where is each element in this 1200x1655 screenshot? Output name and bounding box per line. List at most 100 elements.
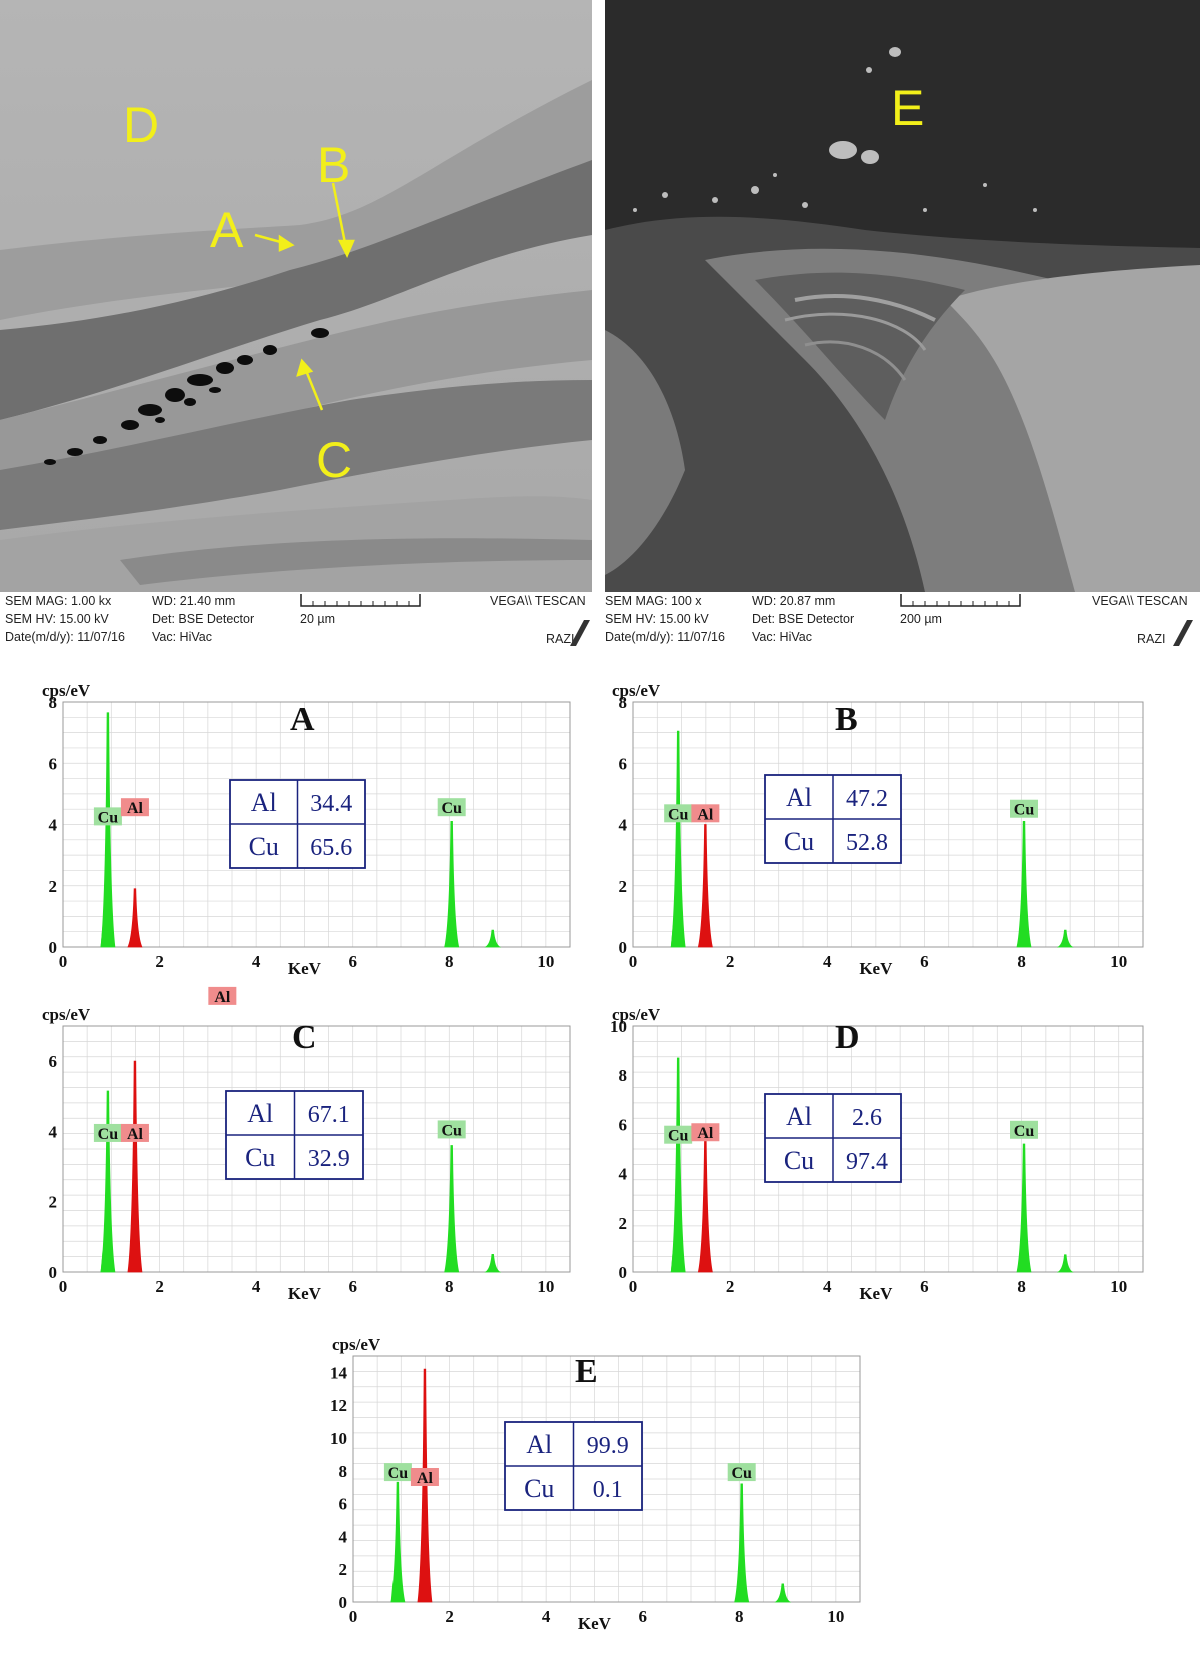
peak-cu [444,1145,460,1273]
y-tick-label: 10 [610,1017,627,1036]
eds-spectrum-d: 0 2 4 6 8 10 0 2 4 6 8 10 KeV cps/eV Cu Al Cu D Al 2.6 Cu 97.… [605,1002,1150,1320]
peak-cu [1056,1254,1074,1273]
table-value: 47.2 [846,786,888,812]
peak-al [697,1137,713,1273]
x-axis-label: KeV [288,1284,322,1303]
peak-cu-shoulder [100,924,105,947]
peak-label-text: Al [417,1470,434,1487]
peak-label-cu: Cu [93,807,122,826]
peak-label-cu: Cu [437,1120,466,1139]
peak-label-box [437,798,466,817]
peak-label-text: Al [127,1126,144,1143]
plot-frame [352,1355,861,1603]
peak-cu [1016,1143,1032,1273]
peak-label-al: Al [208,986,237,1006]
peak-cu-shoulder [390,1579,395,1602]
table-value: 67.1 [308,1102,350,1128]
scale-bar-label: 200 µm [900,612,942,626]
peak-al [697,824,713,948]
sem-info-bar-right: SEM MAG: 100 x SEM HV: 15.00 kV Date(m/d… [605,592,1200,655]
plot-frame [62,1025,571,1273]
x-tick-label: 6 [638,1607,647,1626]
table-element: Cu [524,1474,554,1503]
x-axis-label: KeV [859,1284,893,1303]
y-axis-label: cps/eV [612,1005,661,1024]
peak-cu-shoulder [670,924,675,947]
x-axis-label: KeV [859,959,893,978]
sem-mag: SEM MAG: 1.00 kx [5,594,112,608]
y-tick-label: 2 [49,1193,58,1212]
peak-cu [1016,821,1032,948]
peak-label-box [383,1463,412,1482]
x-tick-label: 2 [726,952,735,971]
peak-label-cu: Cu [1010,1120,1038,1140]
x-tick-label: 8 [445,1277,454,1296]
peak-label-text: Cu [668,806,689,823]
table-element: Cu [784,827,814,856]
y-tick-label: 8 [49,693,58,712]
x-tick-label: 8 [1017,952,1026,971]
peak-label-text: Cu [1014,1123,1035,1140]
x-tick-label: 0 [59,1277,68,1296]
x-tick-label: 8 [1017,1277,1026,1296]
table-value: 65.6 [310,835,352,861]
table-value: 97.4 [846,1149,888,1175]
x-tick-label: 10 [1110,1277,1127,1296]
y-tick-label: 2 [49,877,58,896]
peak-label-cu: Cu [93,1123,122,1143]
x-tick-label: 8 [445,952,454,971]
region-label-b: B [317,137,351,193]
x-tick-label: 0 [629,952,638,971]
sem-hv: SEM HV: 15.00 kV [5,612,109,626]
x-tick-label: 0 [349,1607,358,1626]
peak-label-cu: Cu [437,798,466,817]
peak-label-text: Cu [98,1126,119,1143]
x-tick-label: 0 [629,1277,638,1296]
peak-cu [1056,929,1074,948]
peak-cu-shoulder [100,1249,105,1272]
chart-title: A [290,701,315,738]
x-tick-label: 10 [1110,952,1127,971]
peak-label-cu: Cu [727,1463,756,1482]
peak-cu [100,712,116,948]
peak-label-box [691,1123,720,1142]
plot-frame [632,701,1144,948]
y-tick-label: 2 [619,877,628,896]
sem-info-bar-left: SEM MAG: 1.00 kx SEM HV: 15.00 kV Date(m… [0,592,592,655]
table-element: Al [526,1430,552,1459]
peak-label-text: Cu [98,809,119,826]
y-tick-label: 4 [49,1122,58,1141]
region-label-c: C [316,432,353,488]
eds-chart-d: 0 2 4 6 8 10 0 2 4 6 8 10 KeV cps/eV Cu Al Cu D Al 2.6 Cu 97.… [610,1005,1144,1303]
table-value: 2.6 [852,1105,882,1131]
sem-date: Date(m/d/y): 11/07/16 [5,630,125,644]
peak-label-al: Al [120,798,149,817]
peak-label-text: Cu [1014,802,1035,819]
peak-label-box [93,807,122,826]
razi-label: RAZI [1137,632,1166,646]
peak-label-box [727,1463,756,1482]
peak-cu [484,929,502,948]
razi-logo-icon [570,620,590,646]
y-tick-label: 0 [619,938,628,957]
plot-frame [632,1025,1144,1273]
sem-image-panel-right: E SEM MAG: 100 x SEM HV: 15.00 kV Date(m… [605,0,1200,655]
brand-label: VEGA\\ TESCAN [490,594,586,608]
eds-chart-c: 0 2 4 6 8 10 0 2 4 6 KeV cps/eV Cu Al Cu Al C Al 67.1 Cu 32.… [42,986,571,1303]
peak-label-text: Al [697,1125,714,1142]
table-element: Al [786,783,812,812]
spectrum-peaks [100,1060,502,1273]
eds-spectrum-e: 0 2 4 6 8 10 0 2 4 6 8 10 12 14 KeV cps/eV Cu Al Cu E Al 99.9… [320,1332,870,1650]
sem-mag: SEM MAG: 100 x [605,594,702,608]
region-label-e: E [891,80,925,136]
composition-table: Al 67.1 Cu 32.9 [225,1090,364,1180]
peak-cu [100,1090,116,1273]
y-tick-label: 4 [49,816,58,835]
y-tick-label: 4 [339,1527,348,1546]
y-tick-label: 6 [49,754,58,773]
peak-cu [670,1057,686,1273]
peak-label-text: Cu [441,1122,462,1139]
composition-table: Al 47.2 Cu 52.8 [764,774,902,864]
peak-label-al: Al [410,1468,439,1487]
peak-cu-shoulder [670,1249,675,1272]
